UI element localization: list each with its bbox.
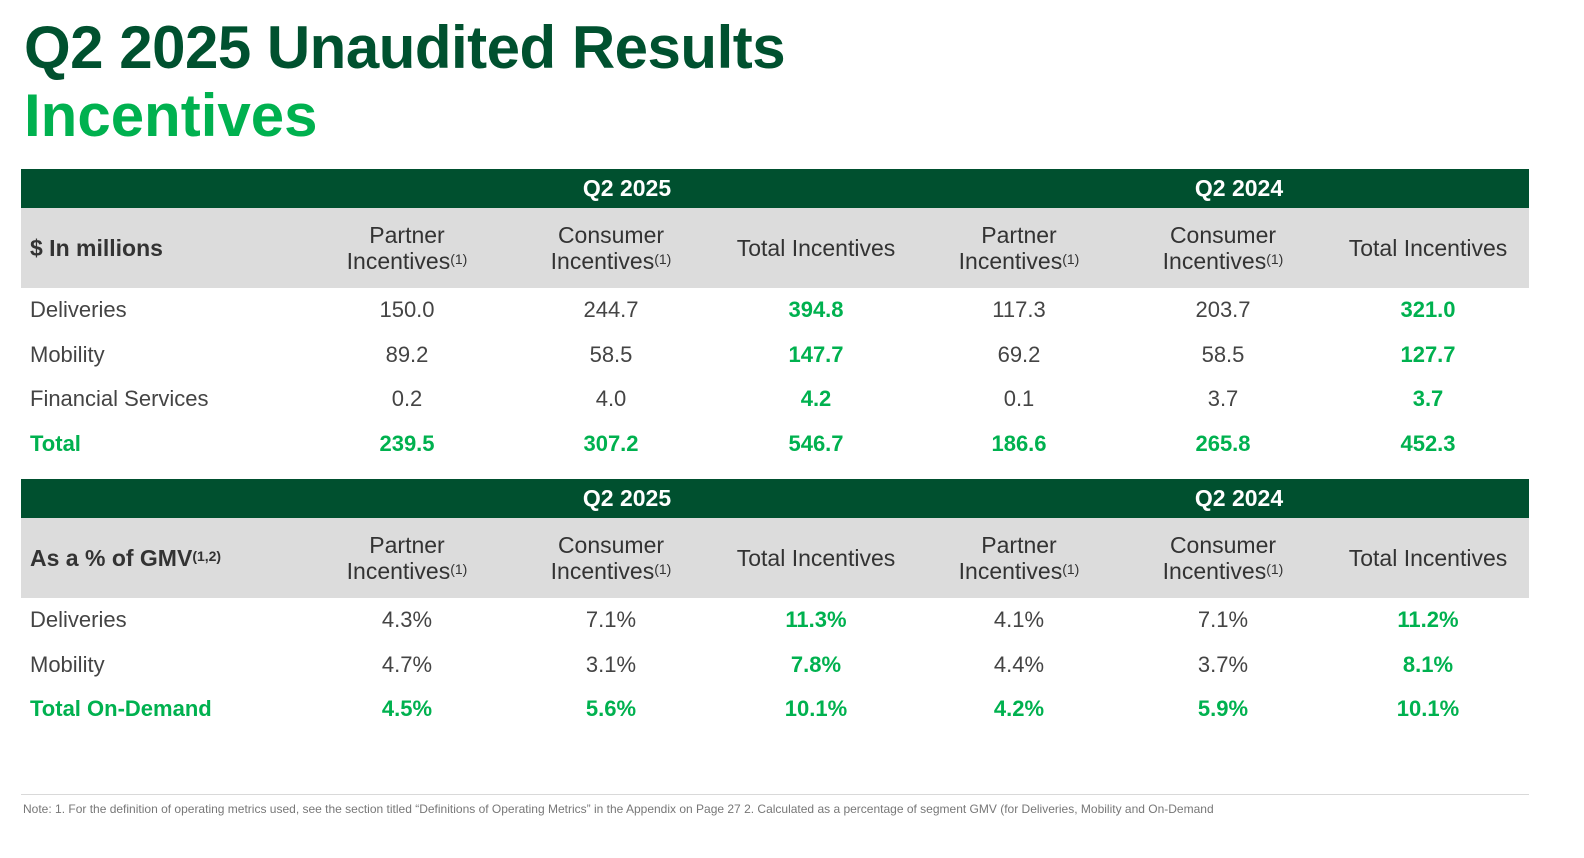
row-label: Mobility [30,651,105,677]
table-cell-total: 127.7 [1400,341,1456,367]
col-total-incentives: Total Incentives [736,235,896,261]
table-cell: 4.7% [381,651,433,677]
table-cell: 0.2 [391,386,423,411]
table-cell: 4.5% [381,696,433,721]
page-title: Q2 2025 Unaudited Results [24,14,786,81]
col-total-incentives: Total Incentives [1348,235,1508,261]
table-cell-total: 8.1% [1402,651,1454,677]
col-consumer-incentives: Consumer Incentives(1) [550,532,672,584]
period-header-bar: Q2 2025 Q2 2024 [21,479,1529,518]
table-cell-total: 10.1% [1396,696,1460,721]
table-cell: 4.3% [381,607,433,632]
col-consumer-incentives: Consumer Incentives(1) [1162,532,1284,584]
table-cell-total: 321.0 [1400,297,1456,322]
table-label: As a % of GMV(1,2) [30,545,222,571]
column-header-row: $ In millions Partner Incentives(1) Cons… [21,208,1529,288]
table-cell: 4.4% [993,651,1045,677]
table-cell: 0.1 [1003,386,1035,411]
col-partner-incentives: Partner Incentives(1) [346,222,468,274]
col-total-incentives: Total Incentives [1348,545,1508,571]
col-partner-incentives: Partner Incentives(1) [958,222,1080,274]
table-row: Mobility 89.2 58.5 147.7 69.2 58.5 127.7 [21,333,1529,378]
table-cell: 307.2 [583,430,639,456]
period-q2-2025: Q2 2025 [582,485,672,511]
table-cell: 89.2 [385,341,429,367]
row-label: Financial Services [30,386,209,411]
table-cell: 150.0 [379,297,435,322]
table-row: Deliveries 4.3% 7.1% 11.3% 4.1% 7.1% 11.… [21,598,1529,643]
table-cell: 3.7% [1197,651,1249,677]
table-cell-total: 10.1% [784,696,848,721]
table-row-total: Total 239.5 307.2 546.7 186.6 265.8 452.… [21,422,1529,467]
column-header-row: As a % of GMV(1,2) Partner Incentives(1)… [21,518,1529,598]
table-cell-total: 11.2% [1397,607,1459,632]
row-label: Total [30,430,81,456]
table-cell: 58.5 [589,341,633,367]
table-cell: 244.7 [583,297,639,322]
col-total-incentives: Total Incentives [736,545,896,571]
table-row-total: Total On-Demand 4.5% 5.6% 10.1% 4.2% 5.9… [21,687,1529,732]
table-body: Deliveries 4.3% 7.1% 11.3% 4.1% 7.1% 11.… [21,598,1529,732]
period-q2-2024: Q2 2024 [1194,175,1284,201]
table-cell: 69.2 [997,341,1041,367]
table-cell: 58.5 [1201,341,1245,367]
table-cell-total: 147.7 [788,341,844,367]
period-q2-2025: Q2 2025 [582,175,672,201]
col-consumer-incentives: Consumer Incentives(1) [550,222,672,274]
table-cell: 239.5 [379,430,435,456]
incentives-percent-gmv-table: Q2 2025 Q2 2024 As a % of GMV(1,2) Partn… [21,479,1529,732]
row-label: Mobility [30,341,105,367]
table-row: Mobility 4.7% 3.1% 7.8% 4.4% 3.7% 8.1% [21,643,1529,688]
table-cell: 4.0 [595,386,627,411]
table-row: Financial Services 0.2 4.0 4.2 0.1 3.7 3… [21,377,1529,422]
table-cell-total: 452.3 [1400,430,1456,456]
table-cell: 4.1% [993,607,1045,632]
table-cell: 5.6% [585,696,637,721]
period-header-bar: Q2 2025 Q2 2024 [21,169,1529,208]
table-cell: 265.8 [1195,430,1251,456]
row-label: Deliveries [30,297,127,322]
table-cell-total: 4.2 [800,386,832,411]
col-consumer-incentives: Consumer Incentives(1) [1162,222,1284,274]
table-cell: 4.2% [993,696,1045,721]
col-partner-incentives: Partner Incentives(1) [958,532,1080,584]
table-cell-total: 3.7 [1412,386,1444,411]
row-label: Total On-Demand [30,696,212,721]
table-cell: 117.3 [992,297,1046,322]
col-partner-incentives: Partner Incentives(1) [346,532,468,584]
table-cell: 5.9% [1197,696,1249,721]
table-body: Deliveries 150.0 244.7 394.8 117.3 203.7… [21,288,1529,466]
table-row: Deliveries 150.0 244.7 394.8 117.3 203.7… [21,288,1529,333]
page-subtitle: Incentives [24,82,318,149]
table-cell: 7.1% [1197,607,1249,632]
table-cell-total: 394.8 [788,297,844,322]
table-cell-total: 546.7 [788,430,844,456]
table-cell: 7.1% [585,607,637,632]
footnote-divider [21,794,1529,795]
footnote: Note: 1. For the definition of operating… [23,802,1214,816]
table-cell-total: 7.8% [790,651,842,677]
table-label: $ In millions [30,235,163,261]
incentives-dollars-table: Q2 2025 Q2 2024 $ In millions Partner In… [21,169,1529,466]
table-cell-total: 11.3% [785,607,847,632]
period-q2-2024: Q2 2024 [1194,485,1284,511]
table-cell: 3.1% [585,651,637,677]
row-label: Deliveries [30,607,127,632]
table-cell: 203.7 [1195,297,1251,322]
table-cell: 3.7 [1207,386,1239,411]
table-cell: 186.6 [991,430,1047,456]
